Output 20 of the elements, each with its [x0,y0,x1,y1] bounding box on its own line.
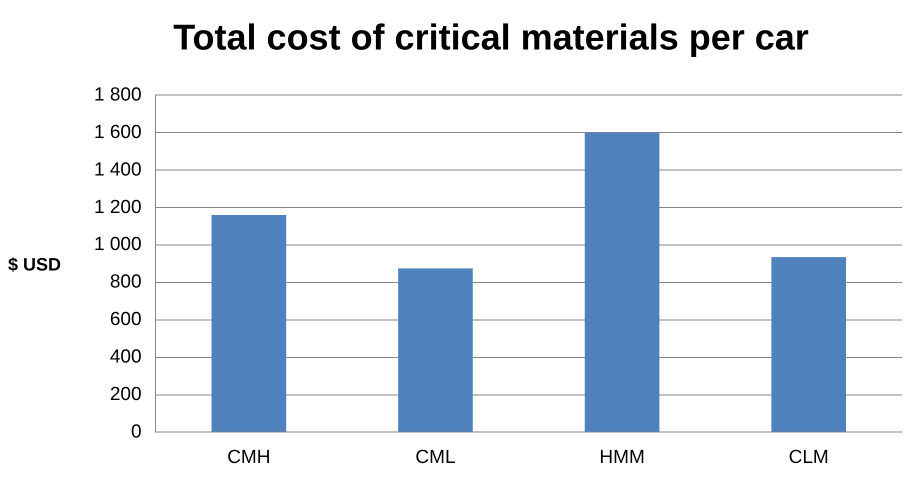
chart-title: Total cost of critical materials per car [173,16,809,58]
bar [584,132,660,432]
y-tick-label: 1 200 [94,196,142,218]
y-tick-label: 1 800 [94,84,142,106]
y-tick-label: 1 000 [94,234,142,256]
y-tick-label: 200 [110,384,142,405]
y-tick-label: 1 400 [94,159,142,180]
y-axis-title: $ USD [8,254,62,275]
bar [212,215,286,432]
y-tick-label: 1 600 [94,122,142,143]
y-tick-label: 600 [110,309,142,330]
x-tick-label: HMM [599,446,645,468]
x-tick-label: CMH [227,446,270,468]
y-tick-label: 800 [110,272,142,293]
y-tick-label: 400 [110,346,142,368]
bar [771,257,846,432]
x-tick-label: CLM [788,446,829,468]
x-tick-label: CML [415,446,456,468]
y-tick-label: 0 [130,421,142,442]
bar [398,268,473,432]
